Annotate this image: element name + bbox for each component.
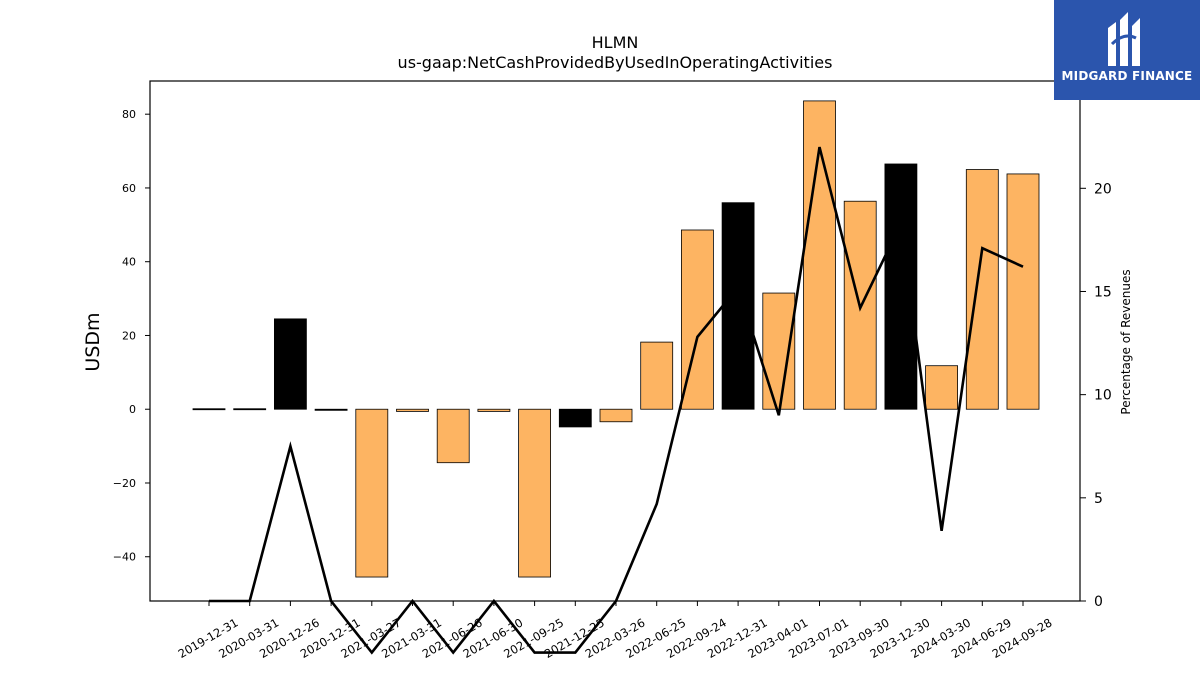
- bar-2024-09-28: [1006, 173, 1040, 410]
- midgard-logo-icon: [1108, 12, 1140, 66]
- bar-2021-06-30: [477, 408, 511, 412]
- bar-2020-12-26: [273, 318, 307, 410]
- bar-2021-12-25: [558, 408, 592, 428]
- bar-2019-12-31: [192, 408, 226, 411]
- y-right-tick-label: 10: [1094, 388, 1112, 404]
- bar-2024-03-30: [925, 365, 958, 410]
- bar-2022-12-31: [721, 202, 755, 410]
- bars-layer: [192, 100, 1040, 578]
- y-left-tick-label: 40: [122, 256, 136, 269]
- bar-2021-09-25: [518, 408, 551, 578]
- bar-2020-03-31: [233, 408, 267, 411]
- brand-name: MIDGARD FINANCE: [1061, 69, 1193, 83]
- plot-frame: [149, 80, 1081, 602]
- y-right-tick-label: 0: [1094, 594, 1103, 610]
- y-axis-left-label: USDm: [82, 312, 104, 371]
- bar-2021-06-26: [436, 408, 470, 464]
- y-right-tick-label: 5: [1094, 491, 1103, 507]
- y-left-tick-label: −20: [113, 477, 136, 490]
- y-left-tick-label: 20: [122, 329, 136, 342]
- bar-2024-06-29: [965, 169, 999, 410]
- brand-logo: MIDGARD FINANCE: [1054, 0, 1200, 100]
- y-right-tick-label: 15: [1094, 284, 1112, 300]
- bar-2021-03-27: [355, 408, 389, 578]
- y-right-tick-label: 20: [1094, 181, 1112, 197]
- bar-2022-03-26: [599, 408, 633, 423]
- bar-2023-04-01: [762, 292, 796, 410]
- bar-2023-12-30: [884, 163, 918, 410]
- y-left-tick-label: 80: [122, 108, 136, 121]
- bar-2022-06-25: [640, 341, 674, 410]
- bar-2020-12-31: [314, 408, 348, 411]
- y-axis-right-label: Percentage of Revenues: [1119, 269, 1133, 414]
- axes-layer: −40−20020406080051015202019-12-312020-03…: [113, 80, 1112, 661]
- chart-subtitle: us-gaap:NetCashProvidedByUsedInOperating…: [398, 53, 833, 72]
- y-left-tick-label: −40: [113, 551, 136, 564]
- y-left-tick-label: 0: [129, 403, 136, 416]
- y-left-tick-label: 60: [122, 182, 136, 195]
- chart-title: HLMN: [592, 33, 639, 52]
- bar-2021-03-31: [396, 408, 429, 412]
